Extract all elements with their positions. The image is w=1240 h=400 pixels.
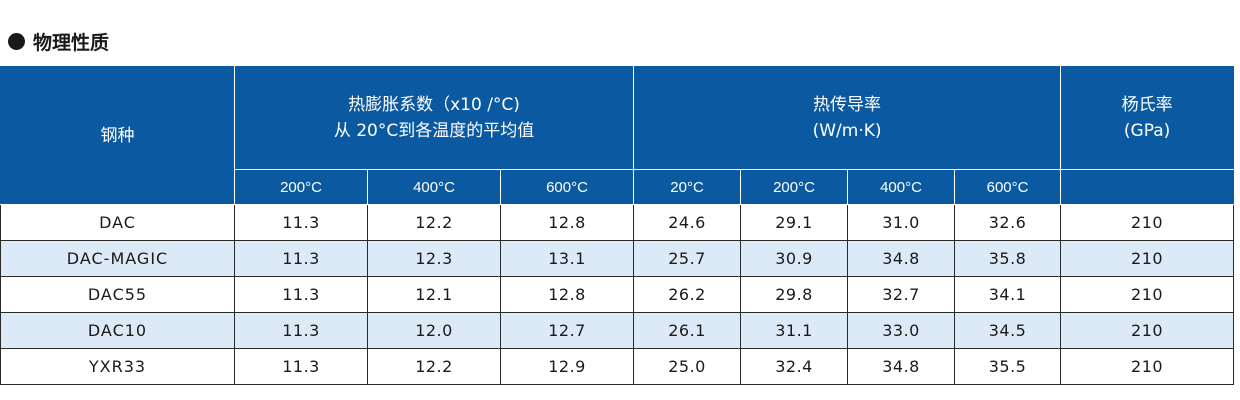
subheader-modulus-empty: [1060, 169, 1235, 205]
cell-cond-20: 25.7: [633, 240, 742, 277]
cell-cond-200: 30.9: [740, 240, 849, 277]
cell-cond-400: 34.8: [847, 240, 956, 277]
cell-exp-400: 12.0: [367, 312, 501, 349]
cell-cond-600: 35.5: [954, 348, 1062, 385]
cell-cond-200: 31.1: [740, 312, 849, 349]
cell-exp-200: 11.3: [234, 276, 368, 313]
cell-cond-200: 29.8: [740, 276, 849, 313]
section-title-text: 物理性质: [33, 32, 110, 54]
cell-exp-400: 12.2: [367, 204, 501, 241]
cell-cond-200: 32.4: [740, 348, 849, 385]
subheader-conductivity-600: 600°C: [954, 169, 1062, 205]
physical-properties-table: 钢种 热膨胀系数（x10 /°C) 从 20°C到各温度的平均值 热传导率 (W…: [0, 66, 1235, 385]
cell-cond-400: 34.8: [847, 348, 956, 385]
cell-modulus: 210: [1060, 240, 1235, 277]
cell-exp-400: 12.3: [367, 240, 501, 277]
cell-exp-600: 12.9: [499, 348, 635, 385]
cell-cond-20: 26.2: [633, 276, 742, 313]
cell-exp-200: 11.3: [234, 312, 368, 349]
header-thermal-conductivity-line1: 热传导率: [813, 95, 882, 115]
header-thermal-conductivity-line2: (W/m·K): [812, 121, 882, 141]
cell-exp-200: 11.3: [234, 348, 368, 385]
cell-steel: DAC55: [0, 276, 235, 313]
cell-cond-400: 33.0: [847, 312, 956, 349]
header-thermal-expansion: 热膨胀系数（x10 /°C) 从 20°C到各温度的平均值: [233, 66, 635, 170]
cell-exp-600: 12.7: [499, 312, 635, 349]
subheader-conductivity-200: 200°C: [740, 169, 849, 205]
cell-modulus: 210: [1060, 312, 1235, 349]
subheader-expansion-200: 200°C: [234, 169, 368, 205]
table-row: DAC-MAGIC 11.3 12.3 13.1 25.7 30.9 34.8 …: [0, 240, 1235, 277]
cell-cond-600: 34.1: [954, 276, 1062, 313]
subheader-conductivity-20: 20°C: [633, 169, 742, 205]
cell-cond-400: 31.0: [847, 204, 956, 241]
cell-exp-200: 11.3: [234, 240, 368, 277]
header-thermal-expansion-line2: 从 20°C到各温度的平均值: [333, 121, 535, 141]
header-youngs-modulus-line1: 杨氏率: [1121, 95, 1173, 115]
table-row: DAC55 11.3 12.1 12.8 26.2 29.8 32.7 34.1…: [0, 276, 1235, 313]
cell-cond-600: 32.6: [954, 204, 1062, 241]
cell-exp-600: 12.8: [499, 276, 635, 313]
properties-table-wrapper: 钢种 热膨胀系数（x10 /°C) 从 20°C到各温度的平均值 热传导率 (W…: [0, 66, 1235, 385]
cell-steel: YXR33: [0, 348, 235, 385]
section-title: 物理性质: [8, 28, 109, 55]
table-row: DAC 11.3 12.2 12.8 24.6 29.1 31.0 32.6 2…: [0, 204, 1235, 241]
header-thermal-expansion-line1: 热膨胀系数（x10 /°C): [348, 95, 520, 115]
header-youngs-modulus-line2: (GPa): [1123, 121, 1171, 141]
cell-cond-20: 24.6: [633, 204, 742, 241]
cell-exp-400: 12.2: [367, 348, 501, 385]
cell-modulus: 210: [1060, 348, 1235, 385]
cell-steel: DAC-MAGIC: [0, 240, 235, 277]
header-thermal-conductivity: 热传导率 (W/m·K): [633, 66, 1062, 170]
subheader-expansion-600: 600°C: [499, 169, 635, 205]
cell-steel: DAC: [0, 204, 235, 241]
cell-cond-20: 26.1: [633, 312, 742, 349]
cell-exp-600: 12.8: [499, 204, 635, 241]
cell-exp-200: 11.3: [234, 204, 368, 241]
cell-exp-600: 13.1: [499, 240, 635, 277]
header-youngs-modulus: 杨氏率 (GPa): [1060, 66, 1235, 170]
subheader-conductivity-400: 400°C: [847, 169, 956, 205]
cell-modulus: 210: [1060, 204, 1235, 241]
cell-modulus: 210: [1060, 276, 1235, 313]
subheader-expansion-400: 400°C: [367, 169, 501, 205]
cell-cond-400: 32.7: [847, 276, 956, 313]
cell-cond-20: 25.0: [633, 348, 742, 385]
cell-cond-600: 34.5: [954, 312, 1062, 349]
header-steel: 钢种: [0, 66, 235, 205]
table-row: YXR33 11.3 12.2 12.9 25.0 32.4 34.8 35.5…: [0, 348, 1235, 385]
cell-steel: DAC10: [0, 312, 235, 349]
bullet-icon: [8, 33, 25, 50]
cell-exp-400: 12.1: [367, 276, 501, 313]
table-row: DAC10 11.3 12.0 12.7 26.1 31.1 33.0 34.5…: [0, 312, 1235, 349]
cell-cond-600: 35.8: [954, 240, 1062, 277]
cell-cond-200: 29.1: [740, 204, 849, 241]
